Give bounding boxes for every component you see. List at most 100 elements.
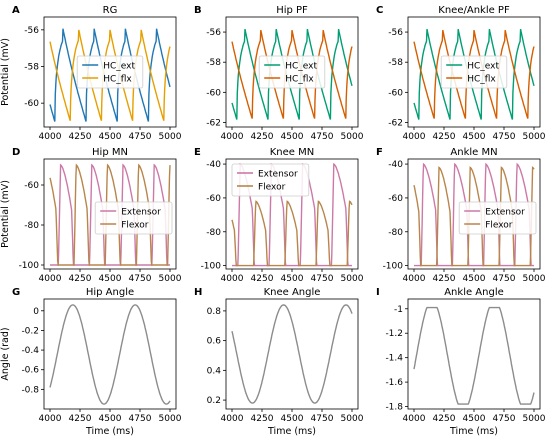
legend: Extensor Flexor: [231, 163, 310, 197]
legend-entry: HC_flx: [103, 75, 132, 85]
y-tick-label: -80: [388, 228, 403, 238]
series-line-hc-flx: [413, 30, 535, 119]
y-tick-label: -1: [394, 305, 403, 315]
legend: HC_ext HC_flx: [76, 55, 144, 89]
x-tick-label: 4750: [493, 132, 516, 142]
x-tick-label: 4000: [39, 132, 62, 142]
panel-letter: C: [376, 5, 383, 16]
x-tick-label: 4000: [39, 414, 62, 424]
y-tick-label: -58: [24, 63, 39, 73]
legend-entry: Extensor: [121, 208, 161, 218]
panel-letter: E: [194, 147, 201, 158]
chart-panel-f: 4000 4250 4500 4750 5000 -40 -60 -80 -100 Ankle M…: [376, 147, 546, 284]
x-tick-label: 4500: [281, 132, 304, 142]
y-tick-label: 0.6: [207, 337, 222, 347]
y-axis-label: Angle (rad): [0, 327, 11, 380]
chart-panel-c: 4000 4250 4500 4750 5000 -56 -58 -60 -62 Knee/Ank…: [376, 5, 546, 142]
x-tick-label: 5000: [159, 414, 182, 424]
x-tick-label: 4000: [221, 132, 244, 142]
y-tick-label: -58: [388, 58, 403, 68]
y-tick-label: -80: [24, 221, 39, 231]
legend-box: [76, 55, 144, 89]
y-tick-label: 0.8: [207, 307, 222, 317]
plot-frame: [43, 298, 177, 410]
x-tick-label: 4500: [281, 274, 304, 284]
panel-title: Hip PF: [276, 5, 308, 16]
x-tick-label: 4250: [251, 274, 274, 284]
chart-panel-d: 4000 4250 4500 4750 5000 -60 -80 -100 Hip MN D Pot…: [0, 147, 182, 284]
legend: Extensor Flexor: [458, 201, 537, 235]
legend-box: [258, 55, 326, 89]
panel-title: Knee Angle: [264, 287, 321, 298]
panel-letter: B: [194, 5, 202, 16]
legend-entry: HC_ext: [103, 62, 135, 72]
x-tick-label: 4500: [99, 414, 122, 424]
x-tick-label: 4000: [221, 414, 244, 424]
x-tick-label: 5000: [523, 132, 546, 142]
x-tick-label: 4750: [129, 132, 152, 142]
x-tick-label: 4500: [281, 414, 304, 424]
legend-entry: HC_flx: [285, 75, 314, 85]
y-tick-label: -80: [206, 228, 221, 238]
x-tick-label: 4250: [433, 274, 456, 284]
series-line-flexor: [413, 166, 535, 267]
y-tick-label: -0.8: [21, 385, 39, 395]
x-tick-label: 5000: [523, 274, 546, 284]
series-line-angle: [231, 304, 353, 404]
y-tick-label: -60: [24, 181, 39, 191]
panel-letter: F: [376, 147, 383, 158]
x-tick-label: 4000: [403, 132, 426, 142]
y-tick-label: -100: [201, 262, 222, 272]
x-tick-label: 4750: [311, 274, 334, 284]
series-line-hc-ext: [231, 28, 353, 120]
legend-entry: Extensor: [485, 208, 525, 218]
y-tick-label: -56: [206, 28, 221, 38]
x-tick-label: 4750: [493, 414, 516, 424]
y-tick-label: -62: [388, 118, 403, 128]
panel-letter: A: [12, 5, 20, 16]
series-line-extensor: [50, 163, 170, 266]
x-tick-label: 5000: [523, 414, 546, 424]
panel-letter: D: [12, 147, 20, 158]
legend-entry: Flexor: [258, 183, 286, 193]
x-tick-label: 4250: [69, 274, 92, 284]
legend-entry: HC_ext: [285, 62, 317, 72]
x-tick-label: 5000: [341, 414, 364, 424]
panel-letter: H: [194, 287, 202, 298]
x-tick-label: 5000: [159, 274, 182, 284]
series-line-hc-flx: [231, 30, 353, 119]
y-tick-label: -40: [388, 160, 403, 170]
y-axis-label: Potential (mV): [0, 38, 11, 106]
legend-entry: Extensor: [258, 170, 298, 180]
legend-box: [231, 163, 310, 197]
y-tick-label: -58: [206, 58, 221, 68]
x-tick-label: 4750: [311, 132, 334, 142]
y-tick-label: 0.2: [207, 396, 221, 406]
y-tick-label: 0: [33, 307, 39, 317]
legend-box: [440, 55, 508, 89]
panel-letter: I: [376, 287, 380, 298]
x-axis-label: Time (ms): [85, 426, 134, 437]
legend: HC_ext HC_flx: [440, 55, 508, 89]
x-tick-label: 4250: [433, 132, 456, 142]
x-tick-label: 4250: [69, 414, 92, 424]
y-tick-label: -0.4: [21, 346, 39, 356]
y-tick-label: -40: [206, 160, 221, 170]
x-tick-label: 4750: [311, 414, 334, 424]
panel-title: Ankle MN: [450, 147, 497, 158]
x-tick-label: 4250: [69, 132, 92, 142]
legend: Extensor Flexor: [94, 201, 173, 235]
panel-letter: G: [12, 287, 20, 298]
y-tick-label: -1.8: [385, 403, 403, 413]
legend-box: [94, 201, 173, 235]
x-tick-label: 4500: [99, 274, 122, 284]
x-tick-label: 4500: [463, 132, 486, 142]
panel-title: Hip MN: [92, 147, 128, 158]
chart-panel-e: 4000 4250 4500 4750 5000 -40 -60 -80 -100 Knee MN…: [194, 147, 364, 284]
y-tick-label: -56: [388, 28, 403, 38]
legend-entry: Flexor: [121, 221, 149, 231]
y-tick-label: -100: [383, 262, 404, 272]
x-tick-label: 4000: [403, 274, 426, 284]
y-tick-label: -60: [388, 88, 403, 98]
